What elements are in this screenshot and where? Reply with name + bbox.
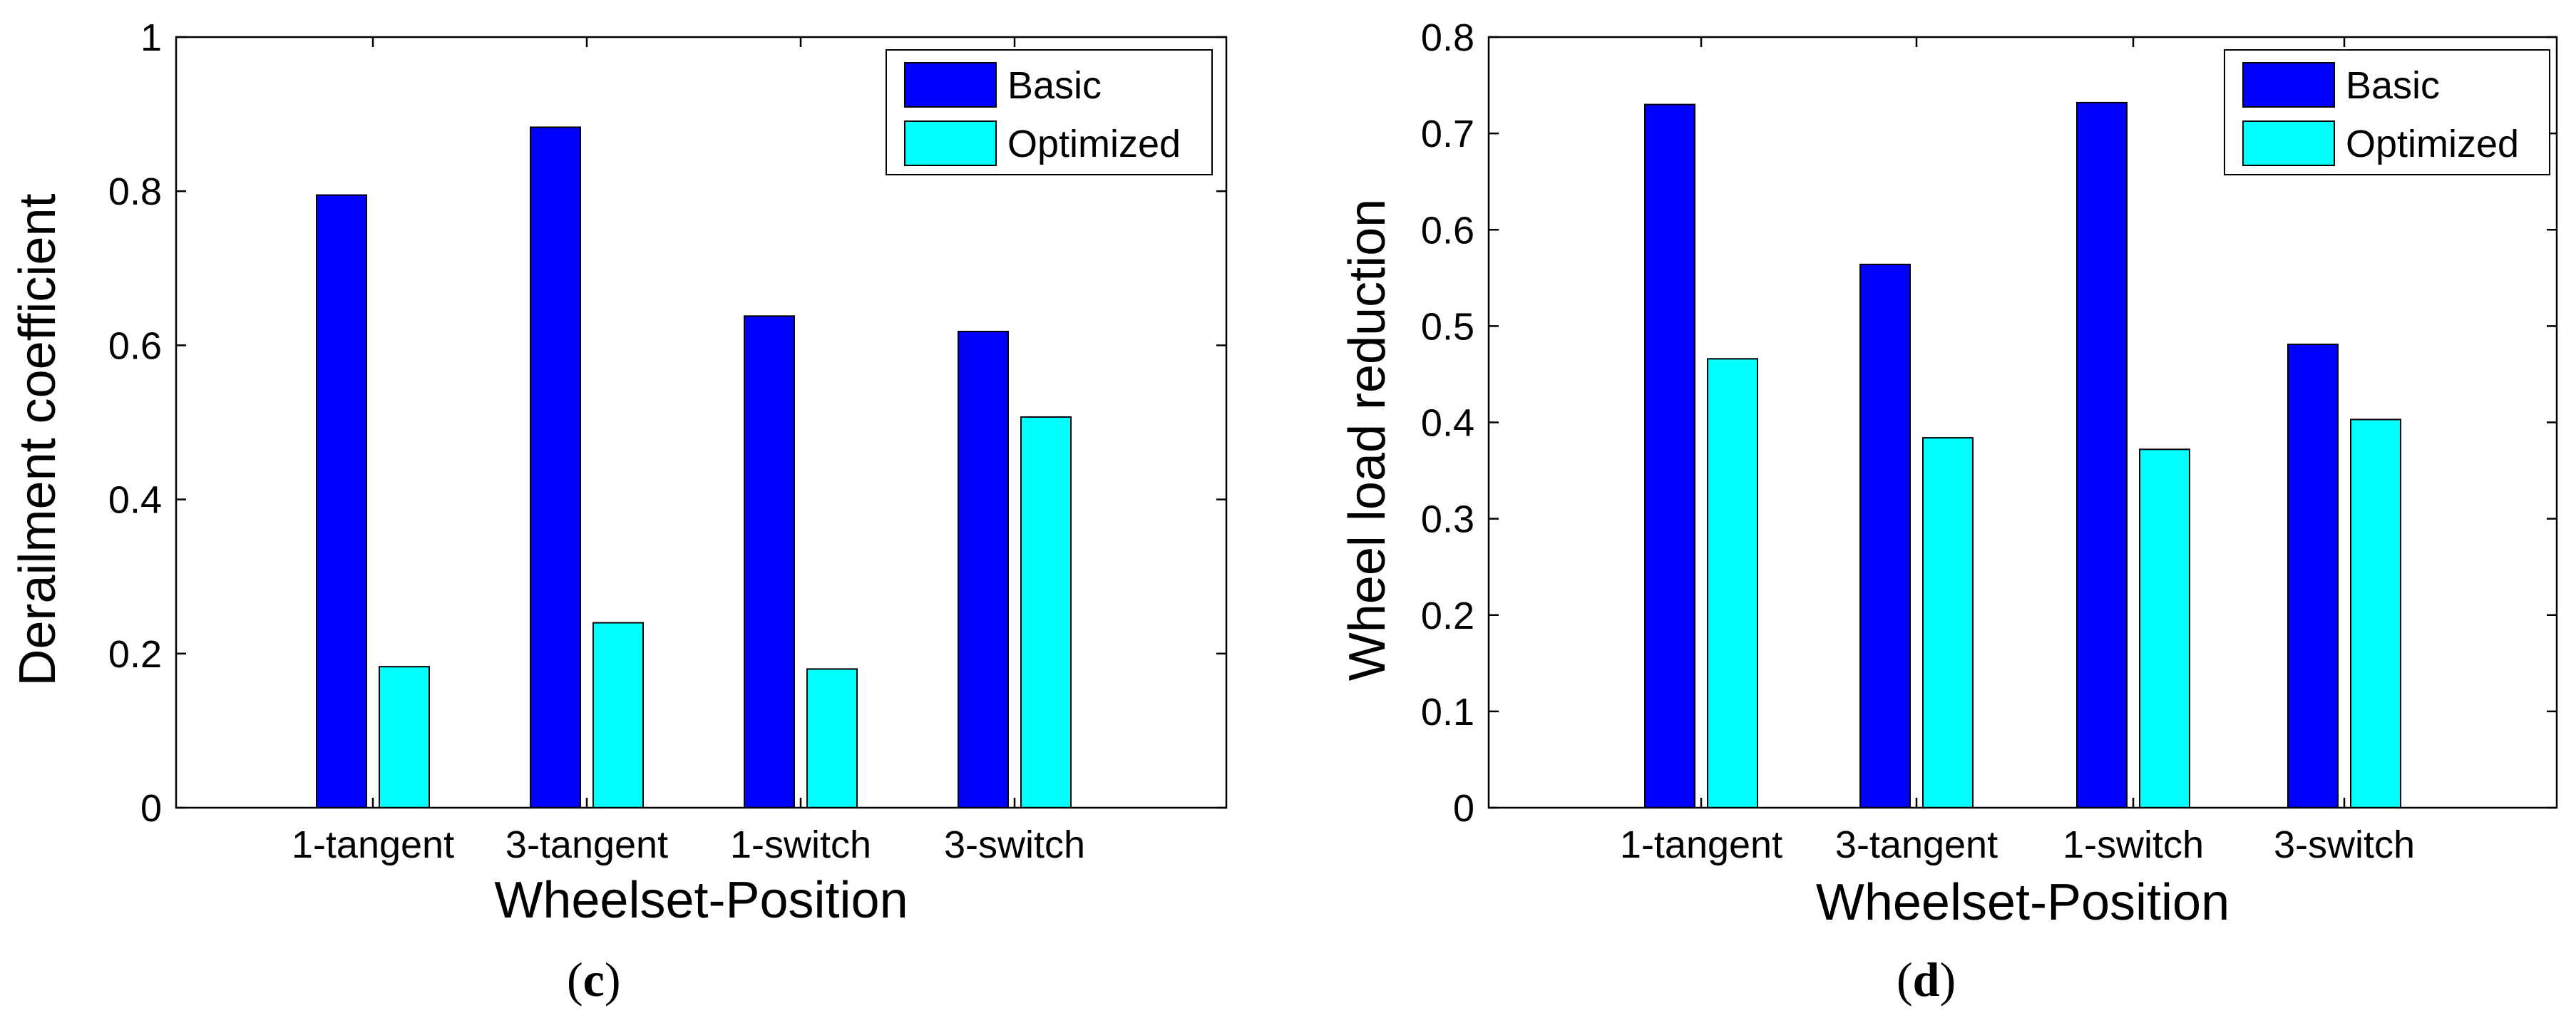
y-axis-label: Derailment coefficient [9,194,66,687]
bar-basic-4 [958,330,1009,808]
caption-c-letter: c [583,952,605,1007]
bar-optimized-1 [379,666,430,808]
x-tick-label: 1-tangent [292,823,454,866]
x-axis-label: Wheelset-Position [1816,874,2229,931]
bar-basic-3 [2076,101,2128,808]
x-tick-label: 1-tangent [1620,823,1782,866]
legend-label-optimized: Optimized [2346,123,2519,165]
legend-swatch-basic [904,62,997,108]
y-tick-label: 0.5 [1421,305,1474,348]
bar-basic-2 [1859,263,1911,808]
chart-panel-c: 0 0.2 0.4 0.6 0.8 1 1-tangent 3-tangent 1-switch… [9,16,1228,929]
x-axis-label: Wheelset-Position [494,872,908,929]
legend: Basic Optimized [2224,49,2550,175]
caption-d-letter: d [1912,952,1940,1007]
legend-label-optimized: Optimized [1007,123,1181,165]
chart-panel-d: 0 0.1 0.2 0.3 0.4 0.5 0.6 0.7 0.8 1-tangent 3-tang… [1339,16,2558,931]
legend-swatch-basic [2242,62,2335,108]
legend: Basic Optimized [886,49,1213,175]
bar-optimized-4 [1020,416,1072,808]
y-axis-label: Wheel load reduction [1339,199,1396,681]
caption-d: (d) [1897,952,1956,1007]
legend-swatch-optimized [2242,120,2335,166]
y-tick-label: 0.6 [108,324,162,367]
y-tick-label: 0.3 [1421,498,1474,541]
bar-basic-1 [1644,103,1695,808]
x-tick-label: 3-tangent [1835,823,1998,866]
y-tick-label: 0.8 [1421,16,1474,59]
x-tick-label: 1-switch [2063,823,2204,866]
y-tick-label: 0.6 [1421,209,1474,252]
y-tick-label: 0 [1453,787,1474,830]
y-tick-label: 0.1 [1421,691,1474,734]
legend-label-basic: Basic [1007,64,1102,107]
bar-optimized-3 [806,668,858,808]
x-tick-label: 3-switch [2274,823,2415,866]
bar-optimized-3 [2139,448,2190,809]
legend-label-basic: Basic [2346,64,2440,107]
bar-optimized-2 [1922,437,1974,808]
y-tick-label: 0.4 [108,479,162,522]
bar-basic-2 [530,126,581,809]
bar-basic-1 [316,194,367,809]
x-tick-label: 1-switch [730,823,871,866]
bar-basic-3 [744,315,795,808]
y-tick-label: 0.2 [108,633,162,676]
bar-basic-4 [2287,344,2339,808]
x-tick-label: 3-switch [944,823,1085,866]
y-tick-label: 0.2 [1421,595,1474,637]
x-tick-label: 3-tangent [506,823,668,866]
bar-optimized-2 [592,622,644,808]
y-tick-label: 0 [140,787,162,830]
bar-optimized-4 [2350,418,2401,808]
caption-c: (c) [567,952,621,1007]
bar-optimized-1 [1707,358,1758,808]
y-tick-label: 1 [140,16,162,59]
y-tick-label: 0.8 [108,170,162,213]
legend-swatch-optimized [904,120,997,166]
plot-area-border [175,36,1228,809]
y-tick-label: 0.4 [1421,402,1474,445]
y-tick-label: 0.7 [1421,113,1474,155]
